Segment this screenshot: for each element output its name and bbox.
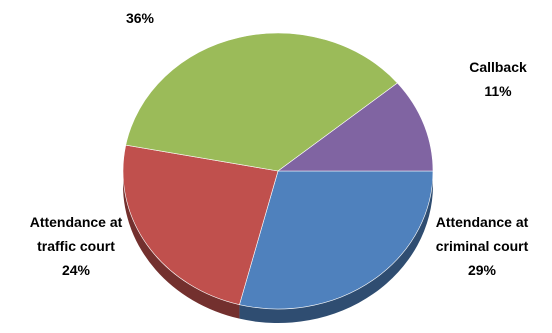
pie-side-attendance-at-criminal-court (239, 171, 433, 324)
pie-slice-overtime (125, 32, 398, 172)
data-label-percent: 24% (62, 262, 91, 278)
data-label-category: Overtime (110, 0, 171, 2)
pie-slices (122, 32, 434, 310)
data-label-overtime: Overtime 36% (110, 0, 171, 26)
data-label-attendance-at-criminal-court: Attendance at criminal court 29% (436, 214, 529, 278)
data-label-category: criminal court (436, 238, 529, 254)
data-label-category: Callback (469, 59, 527, 75)
pie-slice-attendance-at-traffic-court (122, 144, 279, 306)
pie-slice-callback (277, 82, 434, 172)
data-label-percent: 36% (126, 10, 155, 26)
data-label-percent: 29% (468, 262, 497, 278)
pie-depth (122, 171, 433, 324)
data-label-category: Attendance at (30, 214, 123, 230)
pie-slice-attendance-at-criminal-court (239, 170, 434, 310)
data-label-category: traffic court (37, 238, 115, 254)
data-label-attendance-at-traffic-court: Attendance at traffic court 24% (30, 214, 123, 278)
data-label-category: Attendance at (436, 214, 529, 230)
pie-side-attendance-at-traffic-court (122, 171, 240, 319)
data-label-callback: Callback 11% (469, 59, 527, 99)
data-label-percent: 11% (484, 83, 512, 99)
pie-labels: Attendance at criminal court 29%Attendance… (30, 0, 529, 278)
